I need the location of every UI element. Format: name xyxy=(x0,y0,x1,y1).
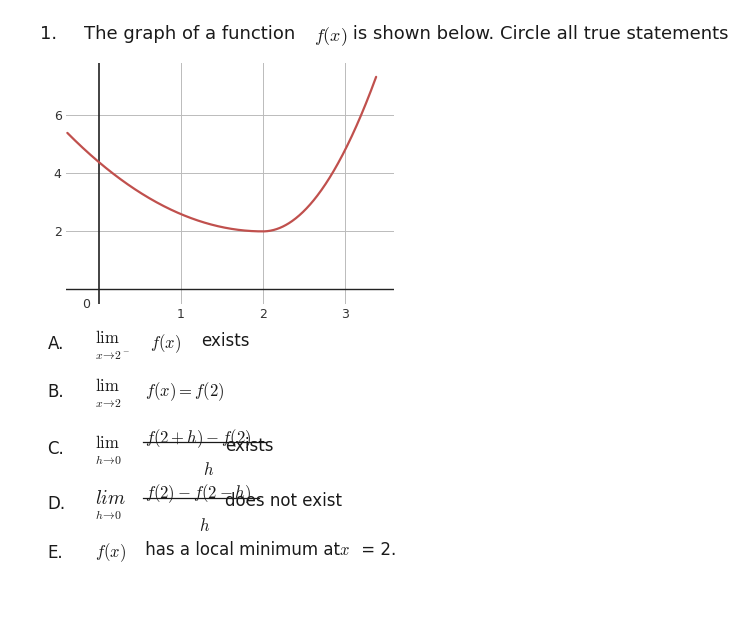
Text: $f(x)$: $f(x)$ xyxy=(314,25,347,48)
Text: $f(2)-f(2-h)$: $f(2)-f(2-h)$ xyxy=(145,482,251,505)
Text: B.: B. xyxy=(47,383,64,401)
Text: exists: exists xyxy=(225,437,273,454)
Text: $f(2+h)-f(2)$: $f(2+h)-f(2)$ xyxy=(145,427,251,450)
Text: is shown below. Circle all true statements.: is shown below. Circle all true statemen… xyxy=(347,25,730,43)
Text: C.: C. xyxy=(47,440,64,458)
Text: 0: 0 xyxy=(82,298,91,311)
Text: $h\!\to\!0$: $h\!\to\!0$ xyxy=(95,509,122,522)
Text: $\mathit{lim}$: $\mathit{lim}$ xyxy=(95,489,126,508)
Text: $f(x)$: $f(x)$ xyxy=(150,332,180,355)
Text: $\lim$: $\lim$ xyxy=(95,377,120,394)
Text: $f(x) = f(2)$: $f(x) = f(2)$ xyxy=(145,380,224,403)
Text: $h\!\to\!0$: $h\!\to\!0$ xyxy=(95,454,122,467)
Text: $\lim$: $\lim$ xyxy=(95,329,120,347)
Text: $f(x)$: $f(x)$ xyxy=(95,541,126,564)
Text: 1.: 1. xyxy=(40,25,57,43)
Text: exists: exists xyxy=(201,332,249,350)
Text: does not exist: does not exist xyxy=(225,492,342,510)
Text: The graph of a function: The graph of a function xyxy=(84,25,301,43)
Text: has a local minimum at: has a local minimum at xyxy=(140,541,345,559)
Text: $x$: $x$ xyxy=(339,541,350,559)
Text: $x\!\to\!2^-$: $x\!\to\!2^-$ xyxy=(95,349,130,363)
Text: A.: A. xyxy=(47,335,64,353)
Text: $\lim$: $\lim$ xyxy=(95,434,120,451)
Text: E.: E. xyxy=(47,544,63,562)
Text: $h$: $h$ xyxy=(203,461,214,479)
Text: = 2.: = 2. xyxy=(356,541,396,559)
Text: D.: D. xyxy=(47,495,66,513)
Text: $h$: $h$ xyxy=(199,517,210,534)
Text: $x\!\to\!2$: $x\!\to\!2$ xyxy=(95,397,121,410)
